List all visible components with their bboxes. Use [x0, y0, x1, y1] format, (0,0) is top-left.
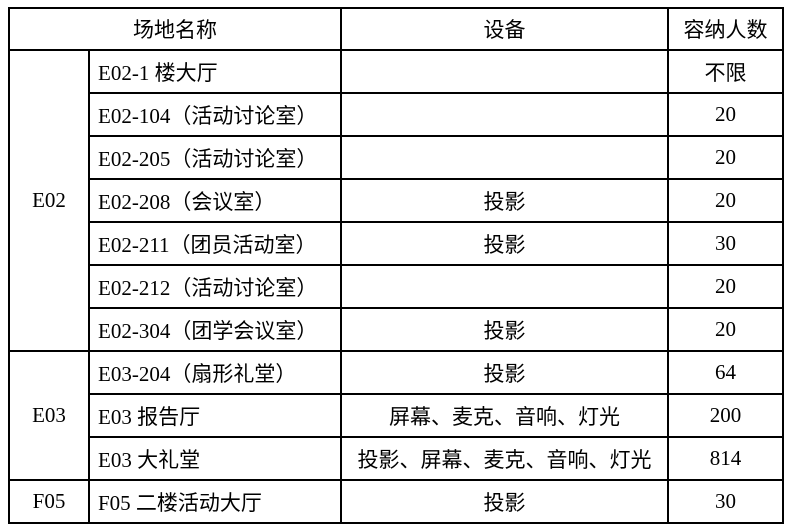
venue-cell: E02-1 楼大厅 — [88, 49, 342, 94]
header-capacity: 容纳人数 — [667, 7, 784, 51]
venue-cell: E02-212（活动讨论室） — [88, 264, 342, 309]
building-cell: E03 — [8, 350, 90, 481]
equipment-cell — [340, 92, 669, 137]
capacity-cell: 20 — [667, 92, 784, 137]
table-row: E02-304（团学会议室） 投影 20 — [9, 307, 784, 352]
capacity-cell: 814 — [667, 436, 784, 481]
equipment-cell: 投影 — [340, 221, 669, 266]
capacity-cell: 20 — [667, 135, 784, 180]
equipment-cell: 投影 — [340, 307, 669, 352]
table-row: E03 报告厅 屏幕、麦克、音响、灯光 200 — [9, 393, 784, 438]
venue-cell: E03 大礼堂 — [88, 436, 342, 481]
venue-cell: E02-104（活动讨论室） — [88, 92, 342, 137]
table-row: F05 F05 二楼活动大厅 投影 30 — [8, 479, 784, 524]
table-row: E03 大礼堂 投影、屏幕、麦克、音响、灯光 814 — [9, 436, 784, 481]
venue-cell: F05 二楼活动大厅 — [88, 479, 342, 524]
table-row: E02-205（活动讨论室） 20 — [9, 135, 784, 180]
header-venue-name: 场地名称 — [8, 7, 342, 51]
equipment-cell: 屏幕、麦克、音响、灯光 — [340, 393, 669, 438]
header-equipment: 设备 — [340, 7, 669, 51]
table-row: E02-212（活动讨论室） 20 — [9, 264, 784, 309]
venue-cell: E03 报告厅 — [88, 393, 342, 438]
venue-cell: E02-211（团员活动室） — [88, 221, 342, 266]
capacity-cell: 20 — [667, 307, 784, 352]
equipment-cell: 投影、屏幕、麦克、音响、灯光 — [340, 436, 669, 481]
venue-table: 场地名称 设备 容纳人数 E02 E02-1 楼大厅 不限 E02-104（活动讨论室… — [8, 7, 784, 524]
capacity-cell: 200 — [667, 393, 784, 438]
venue-cell: E02-208（会议室） — [88, 178, 342, 223]
table-row: E02-208（会议室） 投影 20 — [9, 178, 784, 223]
table-header: 场地名称 设备 容纳人数 — [8, 7, 784, 51]
table-body: E02 E02-1 楼大厅 不限 E02-104（活动讨论室） 20 E02-205（活动… — [8, 49, 784, 524]
header-row: 场地名称 设备 容纳人数 — [8, 7, 784, 51]
table-row: E02-104（活动讨论室） 20 — [9, 92, 784, 137]
equipment-cell: 投影 — [340, 350, 669, 395]
equipment-cell: 投影 — [340, 479, 669, 524]
venue-cell: E03-204（扇形礼堂） — [88, 350, 342, 395]
equipment-cell — [340, 264, 669, 309]
equipment-cell: 投影 — [340, 178, 669, 223]
venue-cell: E02-205（活动讨论室） — [88, 135, 342, 180]
capacity-cell: 20 — [667, 178, 784, 223]
capacity-cell: 30 — [667, 479, 784, 524]
building-cell: F05 — [8, 479, 90, 524]
building-cell: E02 — [8, 49, 90, 352]
capacity-cell: 20 — [667, 264, 784, 309]
capacity-cell: 30 — [667, 221, 784, 266]
equipment-cell — [340, 49, 669, 94]
capacity-cell: 不限 — [667, 49, 784, 94]
table-row: E03 E03-204（扇形礼堂） 投影 64 — [8, 350, 784, 481]
venue-cell: E02-304（团学会议室） — [88, 307, 342, 352]
equipment-cell — [340, 135, 669, 180]
capacity-cell: 64 — [667, 350, 784, 395]
table-row: E02-211（团员活动室） 投影 30 — [9, 221, 784, 266]
table-row: E02 E02-1 楼大厅 不限 — [8, 49, 784, 352]
